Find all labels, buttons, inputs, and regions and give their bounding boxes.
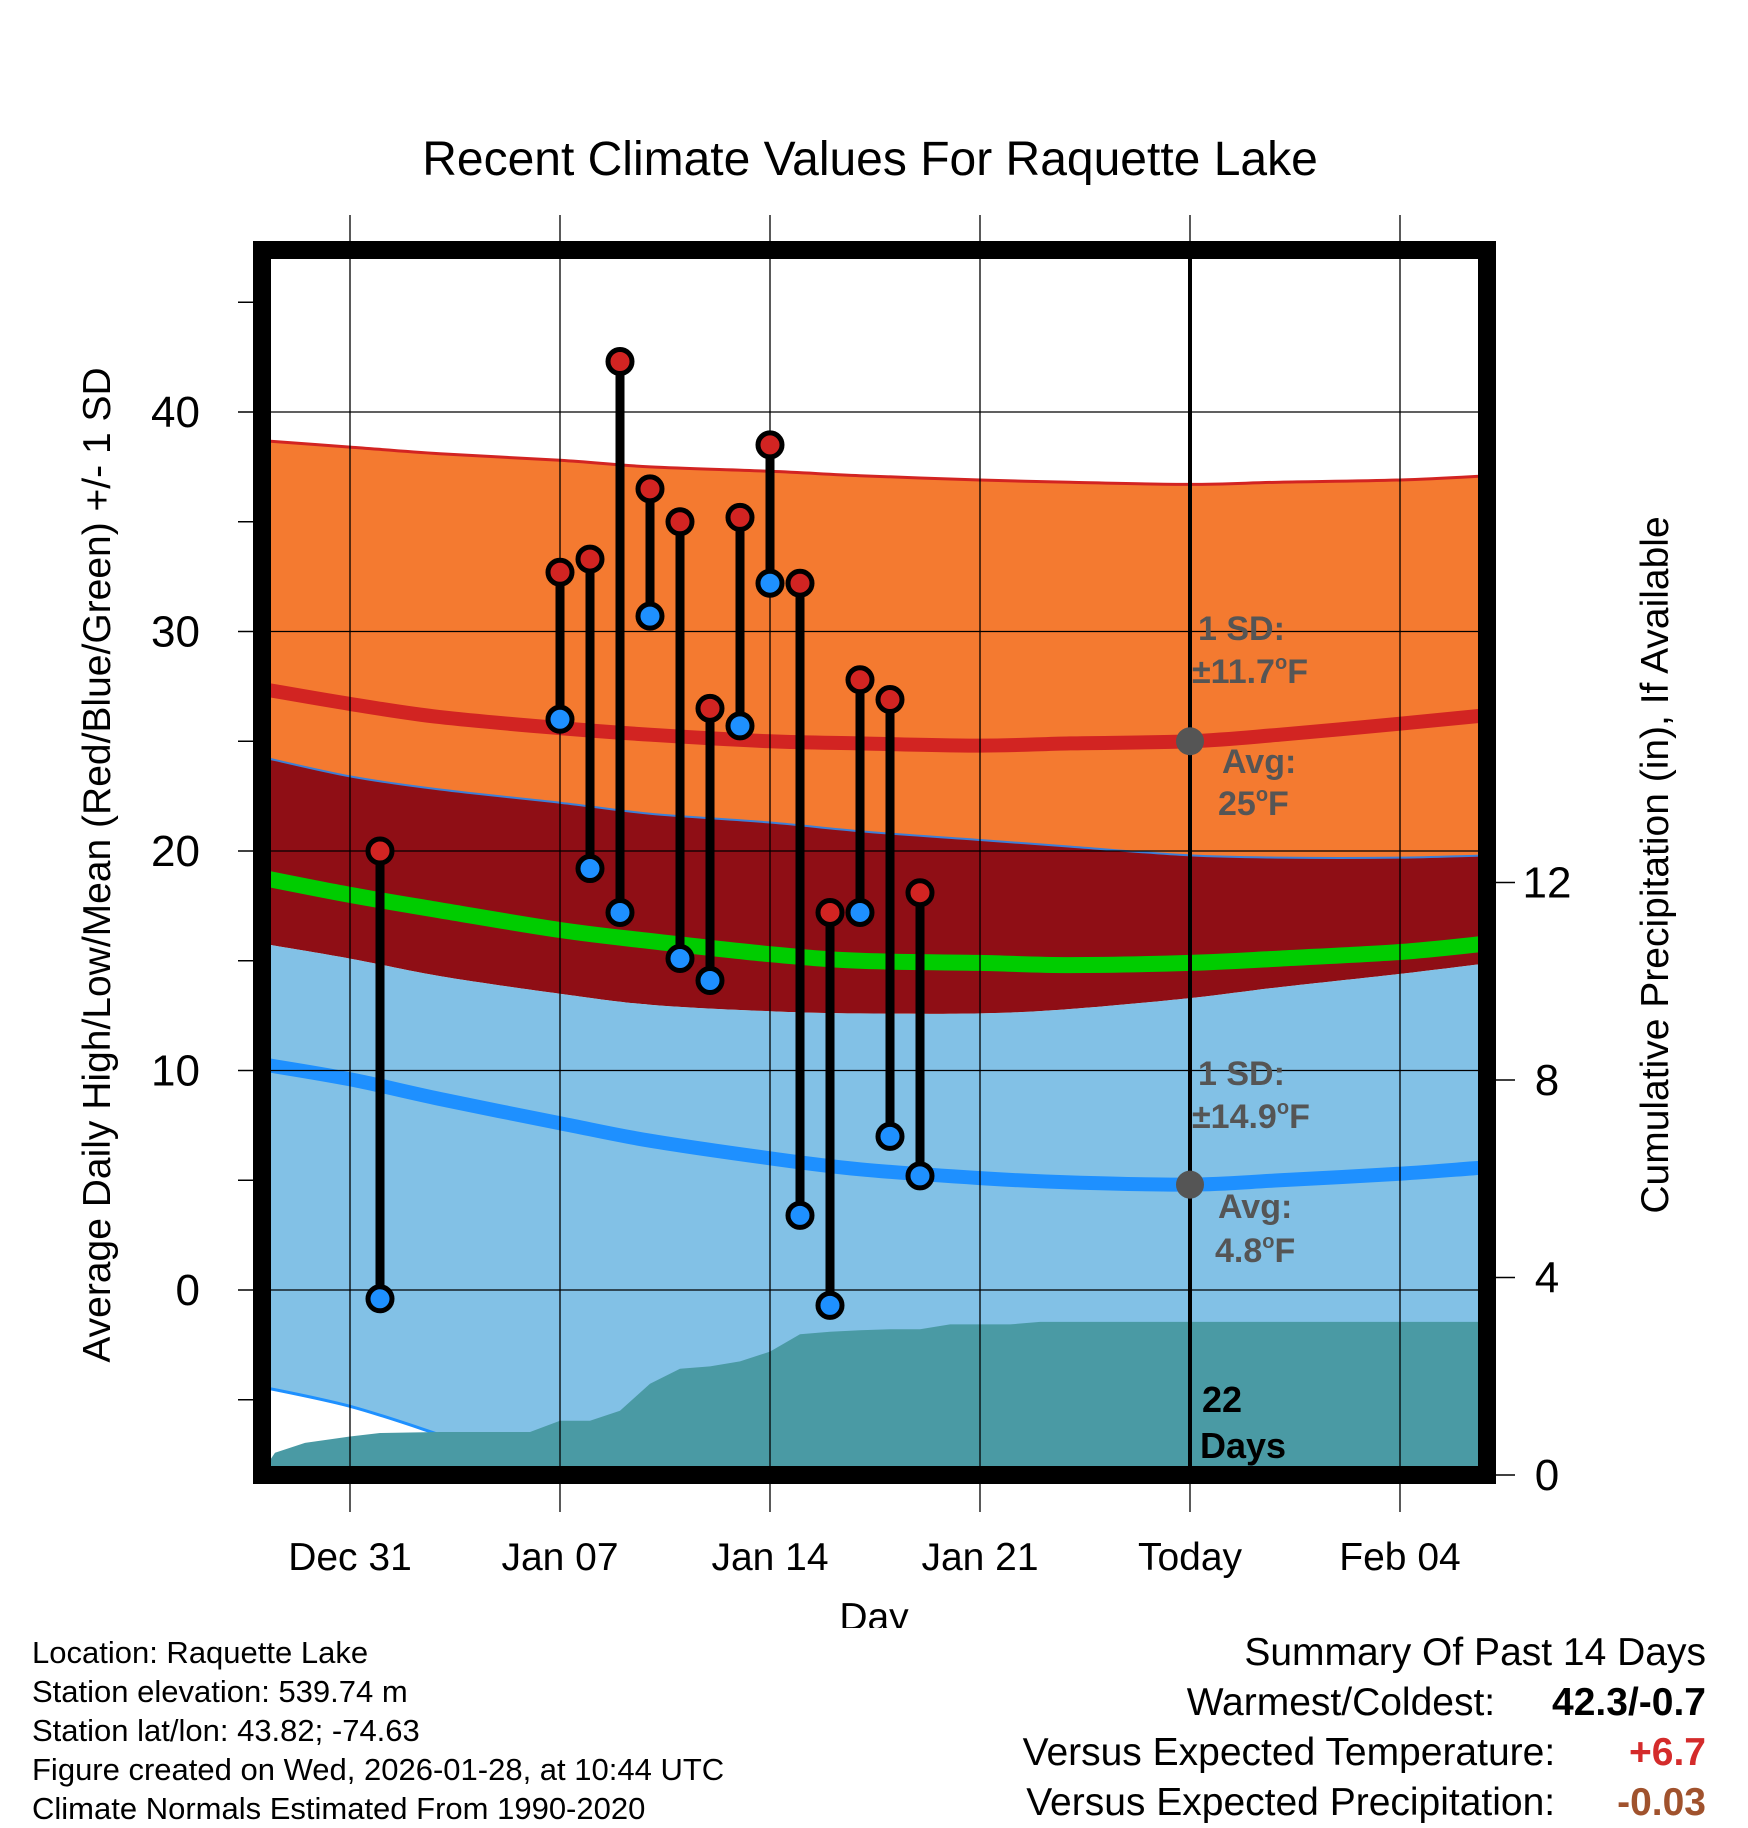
y2-tick-label: 4: [1535, 1254, 1559, 1303]
precip-label: Versus Expected Precipitation:: [1026, 1781, 1556, 1824]
precip-value: -0.03: [1617, 1781, 1706, 1824]
observed-low-point: [365, 1284, 395, 1314]
y-tick-label: 30: [151, 608, 200, 657]
days-unit: Days: [1200, 1425, 1286, 1466]
observed-high-point: [665, 507, 695, 537]
plot-frame: [253, 241, 1496, 1484]
precip-row: Versus Expected Precipitation: -0.03: [1023, 1778, 1706, 1828]
temp-label: Versus Expected Temperature:: [1022, 1731, 1556, 1774]
today-low-avg-marker: [1176, 1170, 1204, 1199]
x-tick-label: Dec 31: [288, 1536, 412, 1579]
y-tick-label: 10: [151, 1047, 200, 1096]
elevation-text: Station elevation: 539.74 m: [32, 1674, 408, 1709]
y-tick-label: 20: [151, 827, 200, 876]
x-tick-label: Today: [1138, 1536, 1243, 1579]
x-tick-label: Feb 04: [1339, 1536, 1460, 1579]
observed-high-point: [695, 693, 725, 723]
observed-high-point: [635, 474, 665, 504]
observed-low-point: [785, 1200, 815, 1230]
x-axis-label: Day: [839, 1596, 909, 1628]
low-average-line: [262, 1057, 1487, 1192]
observed-high-point: [575, 544, 605, 574]
observed-high-point: [725, 502, 755, 532]
summary-panel: Summary Of Past 14 Days Warmest/Coldest:…: [1023, 1628, 1706, 1828]
observed-low-point: [905, 1161, 935, 1191]
observed-high-point: [545, 557, 575, 587]
high-average-line: [262, 681, 1487, 753]
warm-cold-value: 42.3/-0.7: [1552, 1681, 1706, 1724]
y-axis-label: Average Daily High/Low/Mean (Red/Blue/Gr…: [76, 367, 119, 1362]
climate-chart: Recent Climate Values For Raquette Lake …: [76, 133, 1677, 1628]
y2-tick-label: 0: [1535, 1451, 1559, 1500]
days-count: 22: [1202, 1379, 1242, 1420]
observed-low-point: [635, 601, 665, 631]
warm-cold-row: Warmest/Coldest: 42.3/-0.7: [1023, 1678, 1706, 1728]
chart-title: Recent Climate Values For Raquette Lake: [422, 133, 1318, 186]
observed-low-point: [875, 1121, 905, 1151]
cumulative-precip-area: [262, 1321, 1487, 1475]
plot-area: [262, 250, 1487, 1475]
axes: 0 10 20 30 40 0 4 8 12 Dec 31 Jan 07 Jan 14 Jan 21 To…: [151, 241, 1572, 1579]
x-tick-label: Jan 14: [711, 1536, 828, 1579]
created-text: Figure created on Wed, 2026-01-28, at 10…: [32, 1752, 725, 1787]
low-sd-value: ±14.9oF: [1192, 1097, 1310, 1136]
observed-high-point: [845, 665, 875, 695]
observed-low-point: [725, 711, 755, 741]
today-high-avg-marker: [1176, 727, 1204, 756]
x-tick-label: Jan 07: [501, 1536, 618, 1579]
high-upper-edge: [262, 439, 1487, 486]
y2-axis-label: Cumulative Precipitation (in), If Availa…: [1634, 516, 1677, 1213]
observed-low-point: [845, 897, 875, 927]
y-tick-label: 40: [151, 388, 200, 437]
observed-high-point: [365, 836, 395, 866]
observed-high-point: [815, 897, 845, 927]
observed-low-point: [665, 944, 695, 974]
high-lower-edge: [262, 756, 1487, 859]
low-avg-label: Avg:: [1218, 1188, 1292, 1226]
y2-tick-label: 8: [1535, 1056, 1559, 1105]
x-tick-label: Jan 21: [921, 1536, 1038, 1579]
observed-high-point: [905, 878, 935, 908]
observed-low-point: [575, 854, 605, 884]
warm-cold-label: Warmest/Coldest:: [1186, 1681, 1496, 1724]
station-info: Location: Raquette Lake Station elevatio…: [32, 1633, 724, 1828]
y2-tick-label: 12: [1523, 859, 1572, 908]
high-sd-value: ±11.7oF: [1192, 652, 1308, 691]
low-sd-label: 1 SD:: [1198, 1055, 1285, 1093]
observed-low-point: [695, 966, 725, 996]
observed-high-point: [755, 430, 785, 460]
observed-low-point: [545, 704, 575, 734]
low-avg-value: 4.8oF: [1215, 1231, 1295, 1270]
high-avg-label: Avg:: [1222, 743, 1296, 781]
temp-value: +6.7: [1629, 1731, 1706, 1774]
high-avg-value: 25oF: [1218, 784, 1289, 823]
observed-low-point: [605, 897, 635, 927]
location-text: Location: Raquette Lake: [32, 1635, 369, 1670]
overlap-band: [262, 757, 1487, 1014]
mean-average-line: [262, 869, 1487, 974]
observed-low-point: [815, 1290, 845, 1320]
latlon-text: Station lat/lon: 43.82; -74.63: [32, 1713, 420, 1748]
normals-text: Climate Normals Estimated From 1990-2020: [32, 1791, 646, 1826]
y-tick-label: 0: [176, 1266, 200, 1315]
high-sd-label: 1 SD:: [1198, 610, 1285, 648]
observed-low-point: [755, 568, 785, 598]
observed-high-point: [605, 347, 635, 377]
observed-high-point: [785, 568, 815, 598]
observed-high-point: [875, 685, 905, 715]
temp-row: Versus Expected Temperature: +6.7: [1023, 1728, 1706, 1778]
summary-heading: Summary Of Past 14 Days: [1244, 1631, 1706, 1674]
